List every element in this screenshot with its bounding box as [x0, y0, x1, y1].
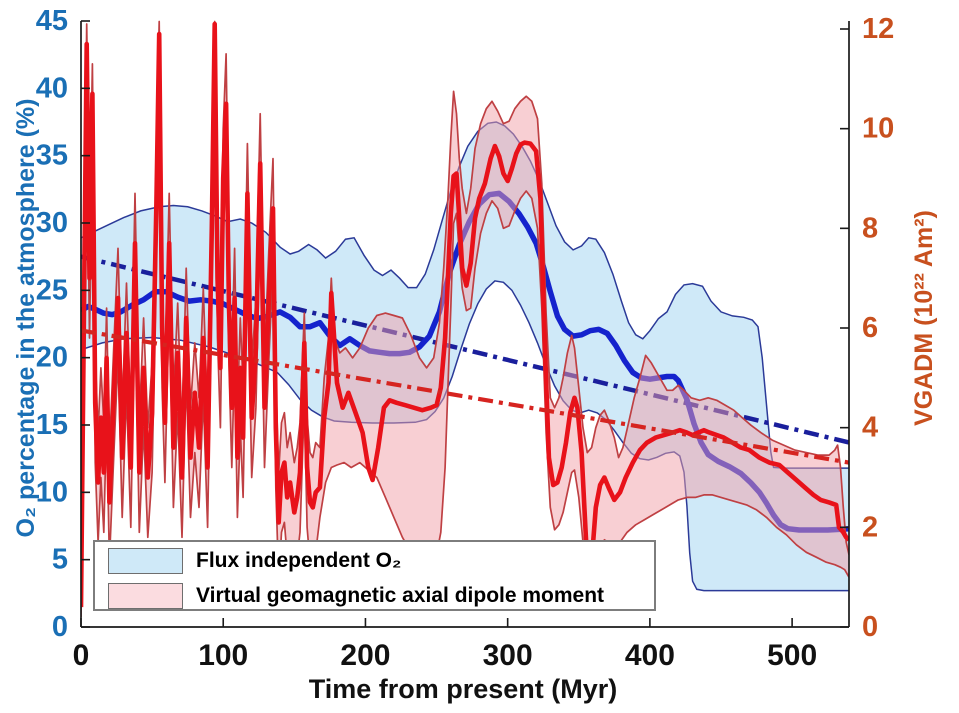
y-left-tick-label: 5: [52, 544, 68, 576]
y-left-tick-label: 35: [36, 140, 68, 172]
y-left-tick-label: 15: [36, 409, 68, 441]
y-right-tick-label: 0: [862, 611, 878, 643]
y-right-tick-label: 10: [862, 113, 894, 145]
x-tick-label: 100: [198, 639, 248, 672]
legend-swatch-o2: [108, 547, 183, 574]
y-right-tick-label: 4: [862, 412, 878, 444]
y-left-tick-label: 0: [52, 611, 68, 643]
legend-swatch-vgadm: [108, 582, 183, 609]
legend-item-o2: Flux independent O₂: [95, 544, 654, 577]
y-left-tick-label: 45: [36, 5, 68, 37]
vgadm-band-upper-edge: [81, 20, 849, 578]
y-left-tick-label: 40: [36, 72, 68, 104]
x-tick-label: 300: [483, 639, 533, 672]
x-axis-label: Time from present (Myr): [308, 674, 618, 704]
y-axis-label-right: VGADM (10²² Am²): [910, 210, 938, 426]
y-right-tick-label: 6: [862, 312, 878, 344]
legend-label-o2: Flux independent O₂: [196, 548, 402, 572]
y-right-tick-label: 12: [862, 13, 894, 45]
legend-box: Flux independent O₂ Virtual geomagnetic …: [93, 540, 656, 611]
y-left-tick-label: 30: [36, 207, 68, 239]
vgadm-line: [81, 21, 849, 608]
legend-label-vgadm: Virtual geomagnetic axial dipole moment: [196, 583, 605, 607]
y-right-tick-label: 2: [862, 511, 878, 543]
y-left-tick-label: 25: [36, 274, 68, 306]
y-left-tick-label: 10: [36, 476, 68, 508]
x-tick-label: 200: [340, 639, 390, 672]
legend-item-vgadm: Virtual geomagnetic axial dipole moment: [95, 579, 654, 612]
vgadm-trend-line: [81, 328, 849, 465]
y-left-tick-label: 20: [36, 342, 68, 374]
plot-area: [81, 20, 849, 618]
y-axis-label-left: O₂ percentage in the atmosphere (%): [12, 98, 40, 538]
y-right-tick-label: 8: [862, 212, 878, 244]
x-tick-label: 400: [625, 639, 675, 672]
x-tick-label: 500: [767, 639, 817, 672]
x-tick-label: 0: [73, 639, 90, 672]
